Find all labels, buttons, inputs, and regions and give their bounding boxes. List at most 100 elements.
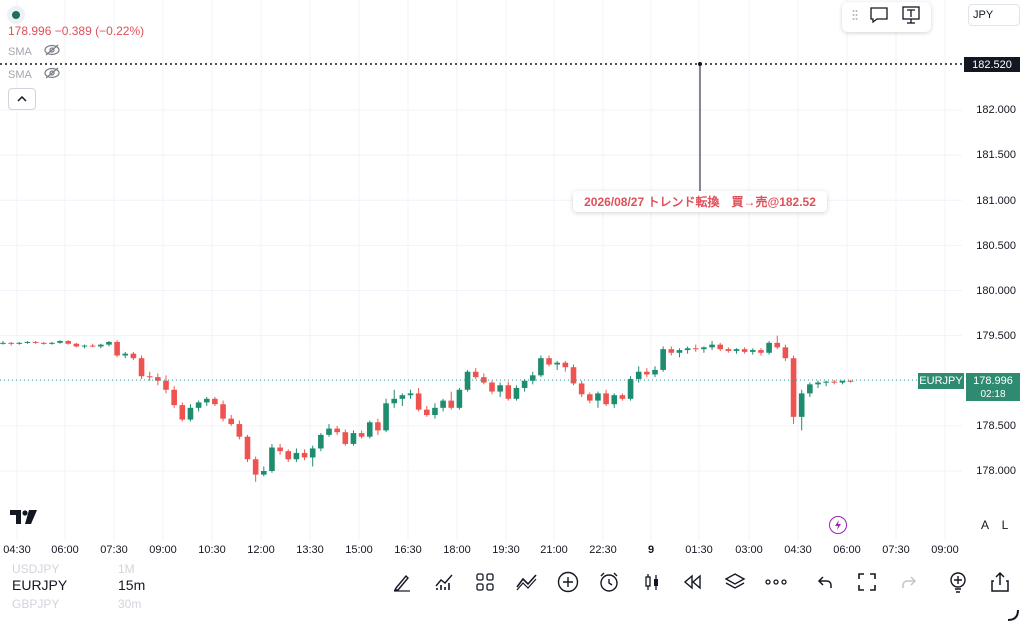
text-tool-icon[interactable] <box>901 5 921 30</box>
currency-selector[interactable]: JPY <box>968 4 1020 26</box>
strategy-icon <box>516 574 537 591</box>
candle-up <box>733 349 740 351</box>
price-axis-label: 178.000 <box>976 465 1016 477</box>
candle-up <box>326 428 332 435</box>
price-axis-label: 180.500 <box>976 240 1016 252</box>
candle-down <box>358 433 365 437</box>
resize-handle-icon[interactable] <box>1006 608 1020 627</box>
log-scale-button[interactable]: L <box>1001 518 1009 532</box>
candle-up <box>676 350 683 353</box>
time-axis-label: 22:30 <box>589 544 617 556</box>
drawing-toolbox[interactable] <box>842 2 931 32</box>
candle-up <box>839 380 846 383</box>
plus-circle-icon <box>557 571 579 593</box>
bar-countdown: 02:18 <box>966 388 1020 401</box>
time-axis-label: 15:00 <box>345 544 373 556</box>
alarm-clock-icon <box>600 572 618 592</box>
time-axis[interactable]: 04:30 06:00 07:30 09:00 10:30 12:00 13:3… <box>0 540 968 560</box>
symbol-picker[interactable]: USDJPY 1M EURJPY 15m GBPJPY 30m <box>12 562 162 612</box>
candle-down <box>790 358 797 417</box>
strategies-button[interactable] <box>515 570 539 594</box>
ideas-button[interactable] <box>946 570 970 594</box>
candle-up <box>513 387 520 399</box>
candle-up <box>187 407 194 420</box>
add-button[interactable] <box>556 570 580 594</box>
indicator-row-sma-1[interactable]: SMA <box>8 44 60 59</box>
candle-down <box>301 452 308 458</box>
alerts-button[interactable] <box>597 570 621 594</box>
drawing-tools-button[interactable] <box>390 570 414 594</box>
candle-up <box>684 348 691 351</box>
candle-down <box>587 394 593 401</box>
layouts-button[interactable] <box>473 570 497 594</box>
replay-button[interactable] <box>681 570 705 594</box>
object-tree-button[interactable] <box>723 570 747 594</box>
candle-up <box>98 344 104 347</box>
candle-up <box>407 393 414 396</box>
candle-up <box>627 378 634 399</box>
marker-price-label: 182.520 <box>964 57 1020 72</box>
lightning-icon[interactable] <box>829 516 847 534</box>
price-chart[interactable] <box>0 0 1024 562</box>
rewind-icon <box>683 574 701 590</box>
time-axis-label: 01:30 <box>685 544 713 556</box>
candle-down <box>578 383 585 395</box>
collapse-legend-button[interactable] <box>8 88 36 110</box>
candle-up <box>595 393 601 401</box>
candle-up <box>611 395 618 405</box>
candle-up <box>823 381 829 383</box>
candle-down <box>505 385 512 399</box>
candle-down <box>415 393 422 410</box>
candle-up <box>350 433 357 444</box>
candle-down <box>782 347 789 359</box>
candle-up <box>750 350 756 352</box>
current-symbol-name: EURJPY <box>12 577 68 593</box>
candle-down <box>155 377 161 381</box>
trend-annotation[interactable]: 2026/08/27 トレンド転換 買→売@182.52 <box>573 191 827 212</box>
candle-down <box>448 400 455 408</box>
more-button[interactable] <box>764 570 788 594</box>
candle-down <box>570 367 577 384</box>
prev-symbol-tf: 1M <box>118 562 135 575</box>
redo-button[interactable] <box>897 570 921 594</box>
candle-down <box>32 341 39 343</box>
candle-up <box>318 434 324 449</box>
eye-hidden-icon[interactable] <box>44 44 60 59</box>
current-symbol[interactable]: EURJPY <box>12 577 67 593</box>
time-axis-label: 12:00 <box>247 544 275 556</box>
indicators-button[interactable] <box>432 570 456 594</box>
tradingview-logo[interactable] <box>10 510 38 529</box>
candle-down <box>562 362 569 368</box>
candle-down <box>236 424 243 437</box>
price-axis[interactable]: 182.000 181.500 181.000 180.500 180.000 … <box>964 0 1024 540</box>
prev-symbol[interactable]: USDJPY 1M <box>12 562 162 575</box>
share-button[interactable] <box>988 570 1012 594</box>
lightbulb-plus-icon <box>950 572 966 593</box>
time-axis-label: 21:00 <box>540 544 568 556</box>
next-symbol[interactable]: GBPJPY 30m <box>12 597 162 612</box>
candle-up <box>554 362 560 365</box>
last-price-label: 178.996 <box>966 373 1020 389</box>
fullscreen-button[interactable] <box>855 570 879 594</box>
candle-down <box>179 405 186 420</box>
candle-down <box>668 349 675 353</box>
legend-price: 178.996 <box>8 24 52 38</box>
layers-icon <box>724 573 746 589</box>
candle-up <box>24 341 31 343</box>
candle-down <box>146 376 153 378</box>
chart-grid <box>0 0 962 540</box>
drag-handle-icon[interactable] <box>852 8 858 26</box>
auto-scale-button[interactable]: A <box>980 518 989 532</box>
symbol-tag: EURJPY <box>918 373 964 389</box>
chart-type-button[interactable] <box>640 570 664 594</box>
price-axis-label: 181.500 <box>976 149 1016 161</box>
current-timeframe[interactable]: 15m <box>118 577 146 593</box>
time-axis-label: 06:00 <box>833 544 861 556</box>
eye-hidden-icon[interactable] <box>44 67 60 82</box>
candle-up <box>106 341 112 345</box>
candle-down <box>603 393 609 405</box>
indicator-row-sma-2[interactable]: SMA <box>8 67 60 82</box>
share-icon <box>991 571 1009 592</box>
undo-button[interactable] <box>813 570 837 594</box>
comment-icon[interactable] <box>869 6 889 29</box>
